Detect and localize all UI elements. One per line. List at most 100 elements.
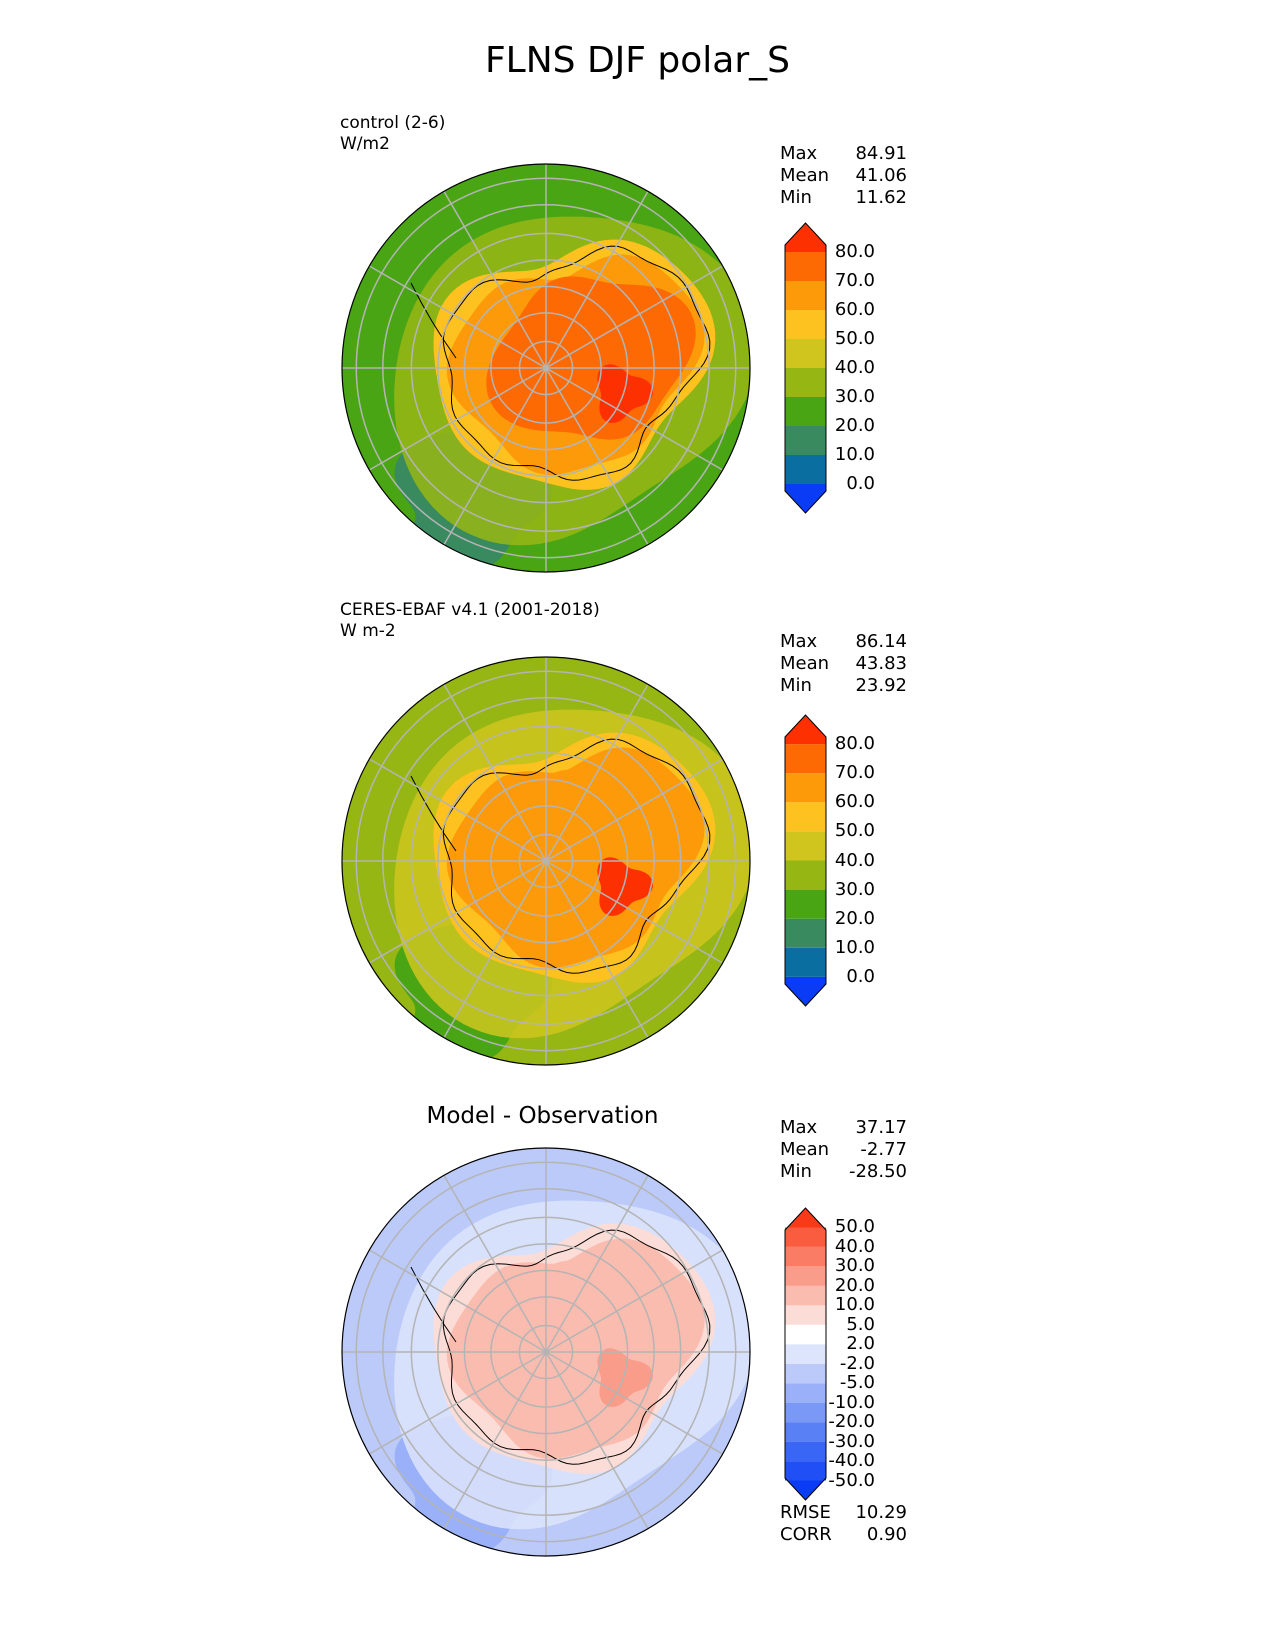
panel-2-max-label: Max xyxy=(780,631,818,652)
longitude-line xyxy=(545,367,724,471)
longitude-line xyxy=(545,190,649,369)
colorbar-tick-label: 80.0 xyxy=(834,241,875,262)
colorbar-tick-label: 60.0 xyxy=(834,299,875,320)
colorbar-tick-label: 40.0 xyxy=(834,357,875,378)
polar-map-2 xyxy=(341,656,751,1066)
panel-3-max-label: Max xyxy=(780,1117,818,1138)
panel-2-mean-value: 43.83 xyxy=(855,653,907,674)
colorbar-tick-label: 10.0 xyxy=(834,936,875,958)
longitude-line xyxy=(545,860,724,964)
colorbar-segment xyxy=(785,455,826,484)
colorbar-segment xyxy=(785,889,826,919)
colorbar-segment xyxy=(785,1402,826,1423)
colorbar-1 xyxy=(784,222,827,514)
colorbar-segment xyxy=(785,1478,826,1500)
colorbar-segment xyxy=(785,1227,826,1247)
colorbar-tick-label: 40.0 xyxy=(834,1235,875,1257)
longitude-line xyxy=(368,265,547,369)
hotspot-field xyxy=(597,1348,653,1407)
colorbar-tick-label: 20.0 xyxy=(834,415,875,436)
colorbar-tick-label: 40.0 xyxy=(834,849,875,871)
longitude-line xyxy=(545,265,724,369)
colorbar-segment xyxy=(785,1246,826,1267)
panel-1-min-value: 11.62 xyxy=(855,187,907,208)
figure-title: FLNS DJF polar_S xyxy=(484,40,791,81)
colorbar-tick-label: -50.0 xyxy=(828,1469,875,1491)
longitude-line xyxy=(545,860,649,1039)
coastline xyxy=(442,1229,711,1465)
colorbar-segment xyxy=(785,1383,826,1403)
panel-3-max-value: 37.17 xyxy=(855,1117,907,1138)
longitude-line xyxy=(368,860,547,964)
colorbar-tick-label: 0.0 xyxy=(846,965,875,987)
longitude-line xyxy=(443,683,547,862)
map-boundary xyxy=(341,1147,751,1557)
panel-1-case-name: control (2-6) xyxy=(340,113,446,133)
colorbar-2 xyxy=(784,714,827,1007)
map-boundary xyxy=(341,163,751,573)
panel-3-corr-value: 0.90 xyxy=(866,1524,907,1545)
colorbar-tick-label: 50.0 xyxy=(834,328,875,349)
longitude-line xyxy=(368,1249,547,1353)
colorbar-3 xyxy=(784,1207,827,1501)
longitude-line xyxy=(545,1351,649,1530)
colorbar-tick-label: 30.0 xyxy=(834,386,875,407)
panel-1-max-label: Max xyxy=(780,143,818,164)
colorbar-tick-label: 0.0 xyxy=(846,473,875,494)
coastline xyxy=(442,245,711,481)
panel-3-mean-label: Mean xyxy=(780,1139,830,1160)
peninsula-coastline xyxy=(410,1266,457,1343)
longitude-line xyxy=(368,758,547,862)
panel-2-units: W m-2 xyxy=(340,621,396,641)
colorbar-segment xyxy=(785,1441,826,1462)
panel-2-min-label: Min xyxy=(780,675,812,696)
colorbar-tick-label: 10.0 xyxy=(834,1294,875,1316)
longitude-line xyxy=(443,1174,547,1353)
peninsula-coastline xyxy=(410,282,457,359)
longitude-line xyxy=(545,1249,724,1353)
colorbar-segment xyxy=(785,802,826,832)
panel-2-case-name: CERES-EBAF v4.1 (2001-2018) xyxy=(340,600,600,620)
longitude-line xyxy=(443,367,547,546)
colorbar-tick-label: 70.0 xyxy=(834,762,875,784)
colorbar-segment xyxy=(785,1363,826,1384)
panel-2-min-value: 23.92 xyxy=(855,675,907,696)
panel-3-min-value: -28.50 xyxy=(848,1161,907,1182)
polar-map-3 xyxy=(341,1147,751,1557)
panel-1-label: control (2-6) W/m2 xyxy=(340,113,445,155)
colorbar-tick-label: 70.0 xyxy=(834,270,875,291)
colorbar-segment xyxy=(785,426,826,455)
colorbar-segment xyxy=(785,281,826,310)
longitude-line xyxy=(545,683,649,862)
colorbar-segment xyxy=(785,1266,826,1286)
colorbar-tick-label: -10.0 xyxy=(828,1391,875,1413)
peninsula-coastline xyxy=(410,775,457,852)
colorbar-tick-label: 30.0 xyxy=(834,878,875,900)
colorbar-segment xyxy=(785,1324,826,1345)
longitude-line xyxy=(545,1351,724,1455)
colorbar-outline xyxy=(784,714,827,1007)
colorbar-segment xyxy=(785,947,826,977)
colorbar-tick-label: 60.0 xyxy=(834,791,875,813)
colorbar-segment xyxy=(785,339,826,368)
colorbar-segment xyxy=(785,1344,826,1364)
colorbar-segment xyxy=(785,773,826,803)
colorbar-segment xyxy=(785,1422,826,1442)
panel-1-mean-value: 41.06 xyxy=(855,165,907,186)
colorbar-segment xyxy=(785,397,826,426)
colorbar-outline xyxy=(784,222,827,514)
colorbar-segment xyxy=(785,744,826,774)
panel-1-max-value: 84.91 xyxy=(855,143,907,164)
colorbar-tick-label: 30.0 xyxy=(834,1255,875,1277)
colorbar-segment xyxy=(785,918,826,948)
colorbar-tick-label: 80.0 xyxy=(834,733,875,755)
colorbar-segment xyxy=(785,860,826,890)
panel-3-rmse-label: RMSE xyxy=(780,1502,831,1523)
colorbar-tick-label: -5.0 xyxy=(839,1372,875,1394)
colorbar-tick-label: 50.0 xyxy=(834,1216,875,1238)
longitude-line xyxy=(545,367,649,546)
longitude-line xyxy=(443,190,547,369)
colorbar-tick-label: 2.0 xyxy=(846,1333,875,1355)
colorbar-segment xyxy=(785,310,826,339)
